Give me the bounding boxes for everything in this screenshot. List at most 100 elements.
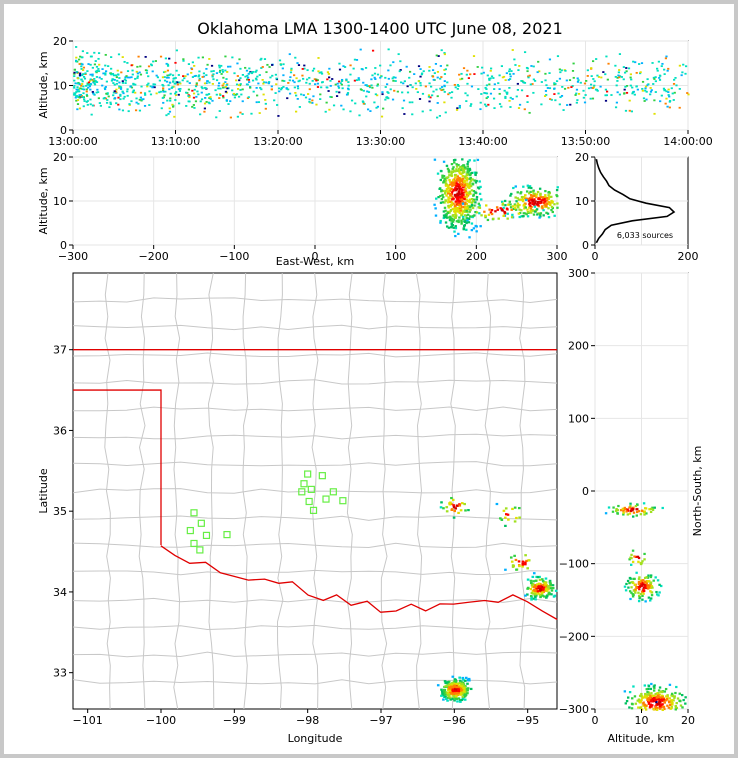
time-source-point — [116, 79, 119, 82]
ns-source-point — [641, 560, 644, 563]
ew-source-point — [475, 171, 478, 174]
time-source-point — [492, 97, 496, 100]
ew-source-point — [465, 217, 468, 220]
map-source-point — [461, 676, 465, 680]
ew-source-point — [458, 177, 462, 181]
time-source-point — [364, 67, 368, 69]
time-source-point — [549, 98, 552, 100]
map-source-point — [452, 504, 455, 507]
time-source-point — [661, 62, 664, 65]
ew-source-point — [475, 195, 479, 199]
time-source-point — [289, 76, 292, 79]
ns-source-point — [629, 509, 633, 512]
time-source-point — [623, 92, 626, 95]
time-source-point — [506, 93, 509, 95]
time-source-point — [222, 76, 225, 79]
county-line — [450, 272, 456, 710]
time-source-point — [508, 73, 512, 76]
ew-source-point — [462, 169, 466, 173]
ew-source-point — [511, 205, 515, 208]
ew-source-point — [473, 179, 476, 182]
time-source-point — [218, 110, 221, 112]
time-source-point — [492, 77, 495, 79]
ns-source-point — [647, 580, 651, 583]
time-source-point — [387, 97, 390, 100]
ns-source-point — [632, 589, 636, 592]
time-source-point — [264, 99, 267, 101]
ew-source-point — [473, 159, 476, 162]
time-source-point — [315, 78, 318, 81]
time-source-point — [227, 103, 230, 105]
time-source-point — [308, 98, 311, 101]
time-source-point — [131, 69, 134, 72]
ew-source-point — [519, 198, 523, 201]
time-source-point — [509, 96, 512, 99]
time-source-point — [201, 56, 204, 59]
ew-source-point — [433, 203, 436, 206]
time-source-point — [199, 100, 202, 103]
ew-source-point — [514, 204, 517, 207]
map-source-point — [458, 503, 461, 506]
time-source-point — [592, 78, 595, 80]
ns-source-point — [632, 508, 635, 511]
time-source-point — [428, 100, 431, 103]
ew-source-point — [445, 164, 449, 167]
time-source-point — [678, 64, 681, 67]
time-source-point — [553, 87, 556, 90]
ew-source-point — [451, 179, 455, 182]
map-source-point — [539, 589, 543, 592]
time-source-point — [420, 73, 423, 76]
time-source-point — [144, 94, 147, 96]
ew-source-point — [485, 204, 488, 207]
time-source-point — [224, 86, 227, 88]
time-source-point — [275, 77, 278, 80]
map-source-point — [454, 688, 457, 691]
time-source-point — [349, 64, 352, 67]
map-source-point — [442, 694, 445, 697]
ns-tick-label: −300 — [559, 703, 589, 716]
ew-source-point — [451, 170, 455, 173]
ns-source-point — [648, 585, 652, 588]
ns-source-point — [644, 708, 648, 711]
time-source-point — [405, 65, 408, 68]
time-source-point — [627, 67, 631, 70]
time-source-point — [505, 72, 508, 75]
ns-source-point — [673, 695, 676, 698]
time-source-point — [165, 76, 169, 79]
map-source-point — [531, 583, 535, 586]
time-source-point — [430, 85, 433, 88]
time-source-point — [427, 95, 431, 98]
ns-altitude-sources — [604, 502, 687, 712]
ew-source-point — [460, 205, 463, 209]
map-source-point — [449, 696, 452, 699]
time-source-point — [75, 46, 78, 48]
ew-source-point — [551, 200, 554, 203]
time-source-point — [81, 96, 85, 99]
time-source-point — [163, 76, 166, 78]
time-source-point — [93, 77, 96, 80]
time-source-point — [138, 71, 141, 74]
time-source-point — [303, 64, 306, 67]
time-source-point — [686, 92, 689, 94]
ew-source-point — [533, 205, 537, 208]
ns-source-point — [671, 702, 674, 705]
time-source-point — [147, 75, 150, 78]
ew-source-point — [468, 199, 471, 202]
ns-source-point — [633, 583, 637, 587]
time-alt-tick-label: 10 — [53, 80, 67, 93]
ns-source-point — [619, 509, 623, 512]
map-source-point — [450, 508, 454, 511]
ew-source-point — [459, 204, 463, 207]
ew-source-point — [467, 217, 470, 220]
time-source-point — [376, 105, 380, 108]
time-source-point — [418, 98, 422, 100]
ns-source-point — [681, 693, 684, 697]
time-source-point — [142, 98, 145, 101]
time-source-point — [665, 55, 668, 58]
time-source-point — [186, 92, 189, 94]
time-source-point — [218, 64, 221, 67]
ns-source-point — [647, 574, 650, 577]
ew-source-point — [465, 207, 469, 210]
lma-station — [307, 485, 315, 493]
time-source-point — [523, 51, 527, 54]
